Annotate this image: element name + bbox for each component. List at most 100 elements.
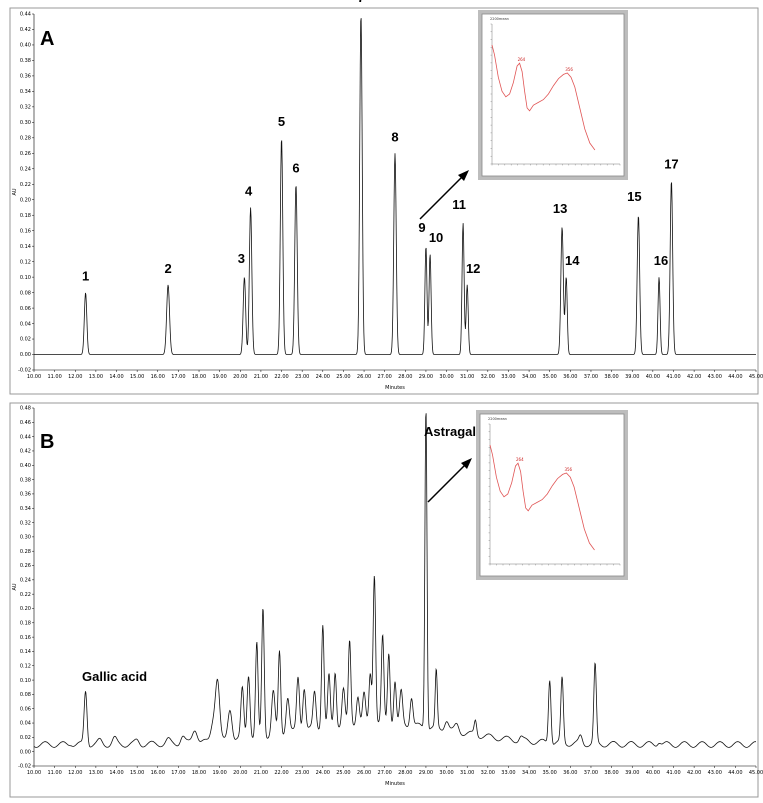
inset-peak-label: 356 <box>565 67 573 72</box>
peak-label-13: 13 <box>553 201 567 216</box>
x-tick-label: 27.00 <box>378 770 392 776</box>
y-tick-label: 0.28 <box>20 136 31 142</box>
y-tick-label: 0.26 <box>20 151 31 157</box>
x-tick-label: 32.00 <box>481 770 495 776</box>
y-tick-label: 0.10 <box>20 678 31 684</box>
x-tick-label: 24.00 <box>316 374 330 380</box>
y-tick-label: 0.32 <box>20 520 31 526</box>
panel-a-trace <box>34 18 756 355</box>
x-tick-label: 25.00 <box>336 374 350 380</box>
x-tick-label: 30.00 <box>439 374 453 380</box>
panel-a-y-title: AU <box>12 188 18 195</box>
y-tick-label: 0.16 <box>20 635 31 641</box>
panel-a-x-title: Minutes <box>385 385 405 391</box>
inset-spectrum-line <box>491 44 596 151</box>
x-tick-label: 13.00 <box>89 374 103 380</box>
panel-a: A -0.02 0.00 0.02 0.04 0.06 0.08 0.10 0.12 0.14 0… <box>9 0 763 395</box>
x-tick-label: 34.00 <box>522 770 536 776</box>
x-tick-label: 29.00 <box>419 770 433 776</box>
peak-label-8: 8 <box>391 129 398 144</box>
x-tick-label: 18.00 <box>192 374 206 380</box>
inset-peak-label: 264 <box>518 57 526 62</box>
y-tick-label: 0.04 <box>20 321 31 327</box>
x-tick-label: 44.00 <box>728 770 742 776</box>
x-tick-label: 31.00 <box>460 770 474 776</box>
y-tick-label: 0.08 <box>20 692 31 698</box>
y-tick-label: 0.04 <box>20 721 31 727</box>
y-tick-label: 0.48 <box>20 406 31 412</box>
x-tick-label: 33.00 <box>501 770 515 776</box>
peak-label-6: 6 <box>292 160 299 175</box>
x-tick-label: 23.00 <box>295 374 309 380</box>
y-tick-label: 0.34 <box>20 89 31 95</box>
x-tick-label: 39.00 <box>625 374 639 380</box>
y-tick-label: -0.02 <box>18 764 31 770</box>
inset-spectrum-line <box>489 444 595 551</box>
x-tick-label: 21.00 <box>254 770 268 776</box>
x-tick-label: 32.00 <box>481 374 495 380</box>
x-tick-label: 12.00 <box>68 374 82 380</box>
x-tick-label: 18.00 <box>192 770 206 776</box>
panel-b-axes: -0.02 0.00 0.02 0.04 0.06 0.08 0.10 0.12 0.14 0.1… <box>12 406 763 787</box>
y-tick-label: 0.30 <box>20 120 31 126</box>
x-tick-label: 40.00 <box>646 770 660 776</box>
y-tick-label: 0.26 <box>20 563 31 569</box>
y-tick-label: 0.42 <box>20 449 31 455</box>
x-tick-label: 38.00 <box>604 374 618 380</box>
y-tick-label: 0.02 <box>20 735 31 741</box>
y-tick-label: 0.06 <box>20 306 31 312</box>
x-tick-label: 22.00 <box>274 770 288 776</box>
x-tick-label: 43.00 <box>708 374 722 380</box>
y-tick-label: 0.38 <box>20 477 31 483</box>
x-tick-label: 20.00 <box>233 770 247 776</box>
x-tick-label: 29.00 <box>419 374 433 380</box>
y-tick-label: 0.12 <box>20 663 31 669</box>
x-tick-label: 42.00 <box>687 374 701 380</box>
y-tick-label: 0.32 <box>20 105 31 111</box>
x-tick-label: 16.00 <box>151 770 165 776</box>
x-tick-label: 26.00 <box>357 374 371 380</box>
x-tick-label: 34.00 <box>522 374 536 380</box>
y-tick-label: 0.12 <box>20 259 31 265</box>
arrow-b <box>427 461 469 503</box>
uv-spectrum-inset-a: 2200mean 264 356 <box>478 10 628 180</box>
y-tick-label: 0.34 <box>20 506 31 512</box>
inset-arrows <box>419 170 472 503</box>
x-tick-label: 45.00 <box>749 374 763 380</box>
panel-a-chromatogram-line <box>34 18 756 355</box>
x-tick-label: 15.00 <box>130 770 144 776</box>
y-tick-label: 0.20 <box>20 606 31 612</box>
panel-a-frame <box>9 7 759 395</box>
y-tick-label: 0.06 <box>20 706 31 712</box>
y-tick-label: -0.02 <box>18 368 31 374</box>
y-tick-label: 0.44 <box>20 434 31 440</box>
y-tick-label: 0.14 <box>20 244 31 250</box>
x-tick-label: 43.00 <box>708 770 722 776</box>
peak-label-14: 14 <box>565 253 580 268</box>
y-tick-label: 0.02 <box>20 337 31 343</box>
y-tick-label: 0.18 <box>20 213 31 219</box>
x-tick-label: 25.00 <box>336 770 350 776</box>
x-tick-label: 10.00 <box>27 770 41 776</box>
x-tick-label: 44.00 <box>728 374 742 380</box>
panel-b-frame <box>9 402 759 798</box>
y-tick-label: 0.08 <box>20 290 31 296</box>
peak-label-3: 3 <box>238 251 245 266</box>
x-tick-label: 28.00 <box>398 770 412 776</box>
panel-a-letter: A <box>40 28 54 50</box>
y-tick-label: 0.30 <box>20 535 31 541</box>
x-tick-label: 10.00 <box>27 374 41 380</box>
y-tick-label: 0.16 <box>20 228 31 234</box>
x-tick-label: 15.00 <box>130 374 144 380</box>
y-tick-label: 0.38 <box>20 58 31 64</box>
x-tick-label: 17.00 <box>171 374 185 380</box>
x-tick-label: 21.00 <box>254 374 268 380</box>
arrow-a <box>419 173 466 220</box>
x-tick-label: 37.00 <box>584 374 598 380</box>
x-tick-label: 12.00 <box>68 770 82 776</box>
x-tick-label: 45.00 <box>749 770 763 776</box>
x-tick-label: 17.00 <box>171 770 185 776</box>
inset-frame <box>479 413 625 577</box>
panel-b-y-title: AU <box>12 583 18 590</box>
